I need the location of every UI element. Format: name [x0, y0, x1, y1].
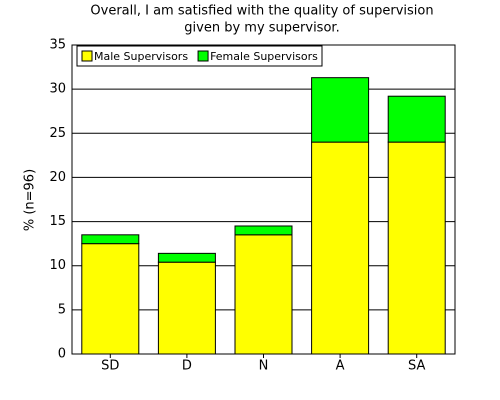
x-tick-label: D: [182, 359, 192, 374]
bar-segment: [234, 225, 293, 236]
chart-title: Overall, I am satisfied with the quality…: [90, 4, 433, 19]
y-axis-label: % (n=96): [23, 169, 38, 231]
x-tick-label: A: [336, 359, 345, 374]
bar-segment: [157, 261, 216, 355]
bar-segment: [234, 234, 293, 355]
bar-segment: [387, 95, 446, 143]
y-tick-label: 0: [58, 347, 66, 362]
y-tick-label: 20: [49, 170, 66, 185]
bar-segment: [311, 141, 370, 355]
y-tick-label: 15: [49, 214, 66, 229]
legend-label: Female Supervisors: [210, 50, 318, 63]
y-tick-label: 35: [49, 38, 66, 53]
y-tick-label: 30: [49, 82, 66, 97]
bar-segment: [81, 234, 140, 245]
legend-swatch: [197, 50, 209, 62]
x-tick-label: N: [259, 359, 269, 374]
bar-segment: [157, 252, 216, 263]
bar-segment: [311, 77, 370, 143]
bar-segment: [387, 141, 446, 355]
x-tick-label: SD: [101, 359, 119, 374]
legend-label: Male Supervisors: [94, 50, 188, 63]
bar-segment: [81, 243, 140, 355]
x-tick-label: SA: [408, 359, 425, 374]
y-tick-label: 10: [49, 258, 66, 273]
y-tick-label: 5: [58, 302, 66, 317]
legend-swatch: [81, 50, 93, 62]
y-tick-label: 25: [49, 126, 66, 141]
chart-title: given by my supervisor.: [184, 21, 339, 36]
